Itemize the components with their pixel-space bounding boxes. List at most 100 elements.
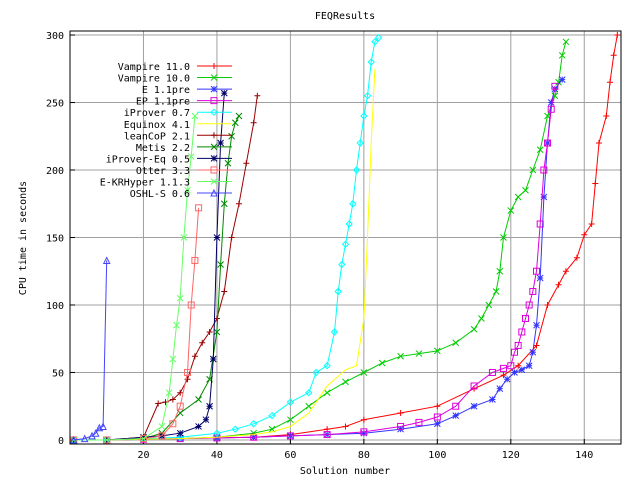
y-tick-label: 0 xyxy=(58,436,64,447)
star-marker xyxy=(195,423,202,430)
square-marker xyxy=(551,82,559,90)
cross-marker xyxy=(507,207,515,214)
diamond-marker xyxy=(374,34,383,42)
diamond-marker xyxy=(334,287,342,296)
x-axis-label: Solution number xyxy=(300,466,390,477)
plus-marker xyxy=(603,113,610,120)
tick-labels: 20 40 60 80 100 120 140 0 50 100 150 200 250 300 xyxy=(46,31,593,461)
series-11 xyxy=(69,256,111,444)
x-tick-label: 120 xyxy=(502,450,520,461)
x-tick-label: 80 xyxy=(358,450,370,461)
legend-label: EP 1.1pre xyxy=(136,97,190,108)
plus-marker xyxy=(211,132,217,139)
diamond-marker xyxy=(330,328,339,336)
cross-marker xyxy=(103,436,111,444)
cross-marker xyxy=(220,200,228,208)
plus-marker xyxy=(177,389,184,396)
x-tick-label: 60 xyxy=(284,450,296,461)
star-marker xyxy=(558,76,566,83)
square-marker xyxy=(323,431,331,439)
square-marker xyxy=(499,364,507,372)
star-marker xyxy=(540,193,548,201)
square-marker xyxy=(210,97,218,105)
y-tick-label: 250 xyxy=(46,99,64,110)
plus-marker xyxy=(169,396,176,403)
plus-marker xyxy=(544,301,551,308)
star-marker xyxy=(496,385,504,393)
y-tick-label: 300 xyxy=(46,31,64,42)
plus-marker xyxy=(397,409,404,416)
cross-marker xyxy=(187,153,195,160)
plus-marker xyxy=(614,32,621,39)
plus-marker xyxy=(228,234,235,241)
plus-marker xyxy=(588,221,595,228)
plus-marker xyxy=(500,372,507,379)
cross-marker xyxy=(210,74,218,81)
square-marker xyxy=(452,402,460,410)
cross-marker xyxy=(529,166,537,174)
star-marker xyxy=(209,355,217,363)
plot-frame xyxy=(69,30,622,445)
legend-label: Vampire 11.0 xyxy=(118,62,190,73)
y-tick-label: 100 xyxy=(46,301,64,312)
cross-marker xyxy=(140,435,147,442)
legend-label: leanCoP 2.1 xyxy=(124,131,190,142)
grid xyxy=(70,31,621,444)
square-marker xyxy=(507,362,515,370)
star-marker xyxy=(525,362,533,370)
plus-marker xyxy=(573,254,580,261)
legend-label: Otter 3.3 xyxy=(136,166,190,177)
cross-marker xyxy=(496,267,504,275)
cross-marker xyxy=(287,416,294,424)
square-marker xyxy=(510,348,518,356)
plus-marker xyxy=(235,200,242,207)
cross-marker xyxy=(228,132,235,140)
chart-title: FEQResults xyxy=(315,11,375,22)
plus-marker xyxy=(592,180,599,187)
triangle-marker xyxy=(91,429,100,437)
series-6 xyxy=(70,92,261,443)
star-marker xyxy=(206,402,213,410)
star-marker xyxy=(518,366,526,374)
cross-marker xyxy=(191,112,199,120)
square-marker xyxy=(195,204,203,212)
x-tick-label: 100 xyxy=(428,450,446,461)
legend-label: E 1.1pre xyxy=(142,85,190,96)
diamond-marker xyxy=(231,425,240,433)
diamond-marker xyxy=(349,200,357,208)
square-marker xyxy=(470,382,478,390)
plus-marker xyxy=(606,79,613,86)
cross-marker xyxy=(378,359,386,367)
series-line xyxy=(73,95,258,441)
x-tick-label: 20 xyxy=(137,450,149,461)
plus-marker xyxy=(515,362,522,369)
plus-marker xyxy=(211,63,217,69)
series-lines xyxy=(69,32,621,444)
cross-marker xyxy=(360,369,368,376)
star-marker xyxy=(210,155,218,162)
star-marker xyxy=(217,139,224,147)
cross-marker xyxy=(224,159,232,167)
cross-marker xyxy=(558,51,566,59)
plus-marker xyxy=(533,342,540,349)
cross-marker xyxy=(452,339,460,347)
star-marker xyxy=(360,429,368,437)
diamond-marker xyxy=(338,260,346,269)
series-8 xyxy=(70,89,228,444)
plus-marker xyxy=(595,140,602,147)
diamond-marker xyxy=(341,240,350,248)
plus-marker xyxy=(434,403,441,410)
star-marker xyxy=(213,234,221,241)
triangle-marker xyxy=(210,188,218,197)
cross-marker xyxy=(536,146,544,154)
cross-marker xyxy=(173,321,180,329)
series-line xyxy=(73,115,196,441)
square-marker xyxy=(158,432,166,440)
y-axis-label: CPU time in seconds xyxy=(18,181,29,295)
square-marker xyxy=(210,166,218,174)
legend-label: iProver-Eq 0.5 xyxy=(106,154,190,165)
diamond-marker xyxy=(176,433,184,441)
cross-marker xyxy=(485,301,493,309)
